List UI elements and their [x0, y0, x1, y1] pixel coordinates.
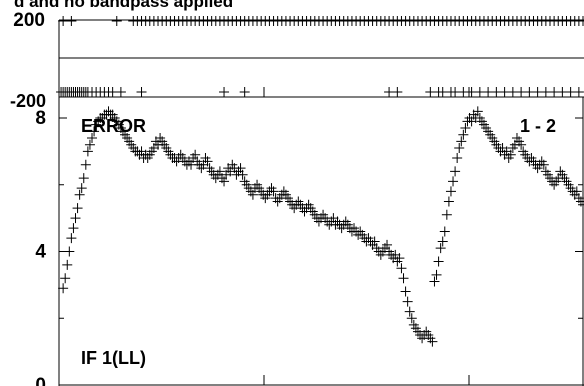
amplitude-marker	[82, 146, 93, 157]
phase-markers	[56, 16, 584, 97]
amplitude-marker	[402, 296, 413, 307]
amplitude-marker	[394, 253, 405, 264]
phase-marker	[239, 87, 250, 97]
phase-marker	[392, 87, 403, 97]
amplitude-marker	[78, 173, 89, 184]
amplitude-marker	[60, 273, 71, 284]
amplitude-marker	[190, 149, 201, 160]
amplitude-marker	[396, 263, 407, 274]
amplitude-marker	[460, 123, 471, 134]
amplitude-marker	[72, 203, 83, 214]
amplitude-marker	[64, 246, 75, 257]
amplitude-marker	[80, 159, 91, 170]
amplitude-marker	[68, 223, 79, 234]
amplitude-marker	[427, 336, 438, 347]
amplitude-marker	[58, 283, 69, 294]
amplitude-marker	[89, 126, 100, 137]
amplitude-marker	[247, 189, 258, 200]
phase-marker	[66, 16, 77, 26]
phase-tick-label-bottom: -200	[10, 91, 46, 111]
phase-marker	[573, 87, 584, 97]
annotation-if-label: IF 1(LL)	[81, 348, 146, 368]
amplitude-marker	[84, 139, 95, 150]
annotation-error: ERROR	[81, 116, 146, 136]
amplitude-marker	[406, 313, 417, 324]
amplitude-marker	[441, 209, 452, 220]
amplitude-y-tick-label: 4	[35, 242, 46, 263]
amplitude-marker	[74, 189, 85, 200]
amplitude-marker	[437, 236, 448, 247]
amplitude-marker	[76, 183, 87, 194]
amplitude-marker	[458, 129, 469, 140]
amplitude-markers	[58, 106, 584, 347]
amplitude-marker	[66, 233, 77, 244]
amplitude-marker	[472, 106, 483, 117]
amplitude-marker	[219, 176, 230, 187]
amplitude-marker	[578, 199, 584, 210]
amplitude-marker	[516, 139, 527, 150]
amplitude-marker	[439, 226, 450, 237]
amplitude-marker	[382, 239, 393, 250]
amplitude-marker	[87, 133, 98, 144]
amplitude-marker	[452, 153, 463, 164]
phase-panel: 200 -200	[10, 10, 584, 111]
amplitude-marker	[433, 256, 444, 267]
amplitude-marker	[62, 259, 73, 270]
amplitude-marker	[202, 156, 213, 167]
amplitude-marker	[431, 269, 442, 280]
plot-title-fragment: d and no bandpass applied	[14, 0, 233, 11]
amplitude-marker	[398, 273, 409, 284]
phase-marker	[578, 16, 584, 26]
annotation-baseline: 1 - 2	[520, 116, 556, 136]
amplitude-marker	[450, 166, 461, 177]
amplitude-marker	[429, 276, 440, 287]
amplitude-marker	[235, 163, 246, 174]
amplitude-marker	[445, 186, 456, 197]
amplitude-marker	[404, 306, 415, 317]
amplitude-marker	[571, 186, 582, 197]
amplitude-panel: 0 4 8 ERROR 1 - 2 IF 1(LL)	[35, 87, 584, 386]
amplitude-marker	[214, 166, 225, 177]
amplitude-marker	[369, 236, 380, 247]
amplitude-ticks: 0 4 8	[35, 87, 583, 386]
amplitude-marker	[400, 286, 411, 297]
amplitude-marker	[448, 176, 459, 187]
phase-marker	[111, 16, 122, 26]
amplitude-marker	[505, 149, 516, 160]
amplitude-marker	[456, 136, 467, 147]
phase-marker	[115, 87, 126, 97]
amplitude-y-tick-label: 0	[35, 375, 46, 386]
amplitude-marker	[435, 243, 446, 254]
amplitude-marker	[237, 169, 248, 180]
amplitude-y-tick-label: 8	[35, 108, 46, 129]
phase-marker	[219, 87, 230, 97]
amplitude-marker	[538, 159, 549, 170]
amplitude-marker	[454, 143, 465, 154]
phase-tick-label-top: 200	[13, 10, 45, 31]
amplitude-marker	[70, 213, 81, 224]
phase-marker	[136, 87, 147, 97]
amplitude-marker	[268, 186, 279, 197]
amplitude-marker	[443, 196, 454, 207]
